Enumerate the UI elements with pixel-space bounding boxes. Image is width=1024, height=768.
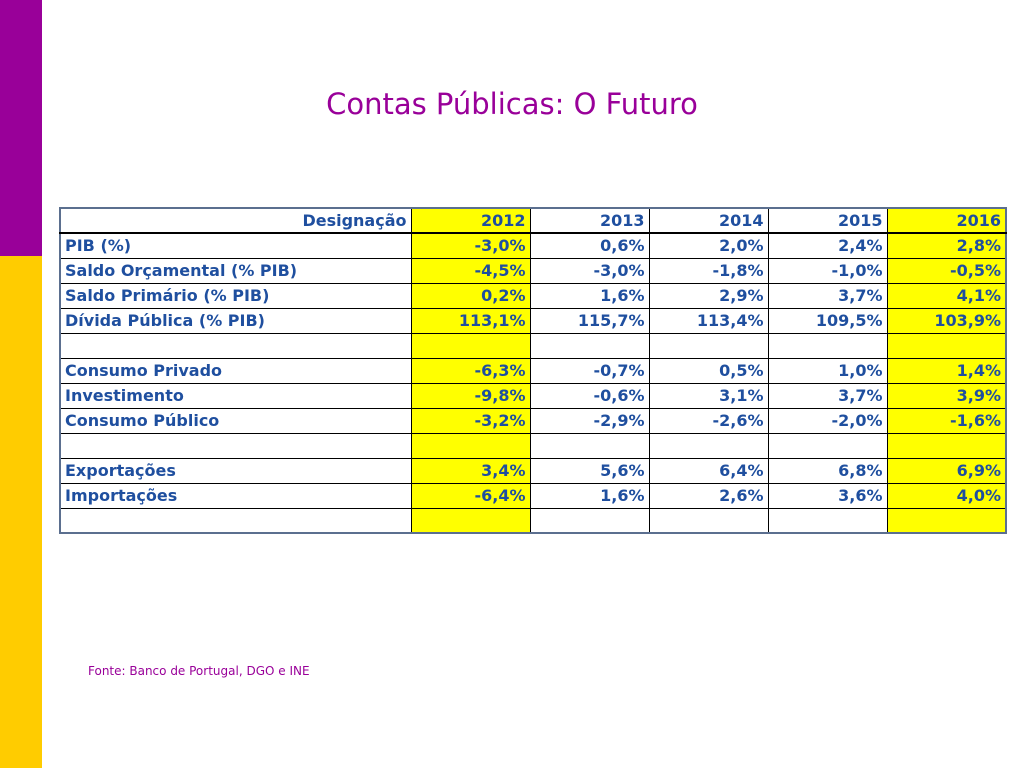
header-designacao: Designação (59, 207, 412, 234)
table-row: Consumo Privado -6,3% -0,7% 0,5% 1,0% 1,4% (59, 357, 1007, 384)
cell-value: -6,3% (410, 357, 531, 384)
cell-value: 1,6% (529, 482, 650, 509)
cell-value: -6,4% (410, 482, 531, 509)
header-year: 2014 (648, 207, 769, 234)
cell-value: 6,4% (648, 457, 769, 484)
cell-value: 2,9% (648, 282, 769, 309)
cell-value: -3,0% (529, 257, 650, 284)
cell-value: 3,7% (767, 282, 888, 309)
cell-value: -4,5% (410, 257, 531, 284)
cell-value: 2,8% (886, 232, 1007, 259)
row-label: Exportações (59, 457, 412, 484)
row-label: Consumo Privado (59, 357, 412, 384)
cell-value: 113,1% (410, 307, 531, 334)
table-row (59, 507, 1007, 534)
cell-value: 5,6% (529, 457, 650, 484)
table-row: Consumo Público -3,2% -2,9% -2,6% -2,0% -1,6% (59, 407, 1007, 434)
cell-value (410, 507, 531, 534)
cell-value: 0,5% (648, 357, 769, 384)
row-label (59, 432, 412, 459)
left-accent-bar-purple (0, 0, 42, 256)
cell-value: -2,9% (529, 407, 650, 434)
cell-value: -2,6% (648, 407, 769, 434)
cell-value: 1,4% (886, 357, 1007, 384)
source-note: Fonte: Banco de Portugal, DGO e INE (88, 664, 310, 678)
cell-value: 4,1% (886, 282, 1007, 309)
cell-value (886, 432, 1007, 459)
cell-value: 6,9% (886, 457, 1007, 484)
cell-value (886, 332, 1007, 359)
table-row: Investimento -9,8% -0,6% 3,1% 3,7% 3,9% (59, 382, 1007, 409)
cell-value: 1,6% (529, 282, 650, 309)
cell-value (648, 507, 769, 534)
row-label: Dívida Pública (% PIB) (59, 307, 412, 334)
row-label: Importações (59, 482, 412, 509)
table-header-row: Designação 2012 2013 2014 2015 2016 (59, 207, 1007, 234)
cell-value: -0,5% (886, 257, 1007, 284)
row-label (59, 332, 412, 359)
cell-value (648, 332, 769, 359)
cell-value: 103,9% (886, 307, 1007, 334)
cell-value (767, 432, 888, 459)
cell-value: -1,0% (767, 257, 888, 284)
cell-value: -2,0% (767, 407, 888, 434)
left-accent-bar-yellow (0, 256, 42, 768)
cell-value: 0,2% (410, 282, 531, 309)
cell-value: -3,0% (410, 232, 531, 259)
table-row (59, 432, 1007, 459)
cell-value (529, 332, 650, 359)
cell-value: 3,1% (648, 382, 769, 409)
cell-value: 2,4% (767, 232, 888, 259)
cell-value: 3,6% (767, 482, 888, 509)
public-accounts-table: Designação 2012 2013 2014 2015 2016 PIB (%) -3,… (59, 207, 1007, 534)
row-label: Investimento (59, 382, 412, 409)
cell-value: 113,4% (648, 307, 769, 334)
cell-value (410, 332, 531, 359)
table-row: Exportações 3,4% 5,6% 6,4% 6,8% 6,9% (59, 457, 1007, 484)
row-label (59, 507, 412, 534)
row-label: Saldo Primário (% PIB) (59, 282, 412, 309)
table-row (59, 332, 1007, 359)
cell-value: -1,8% (648, 257, 769, 284)
cell-value (529, 432, 650, 459)
slide-title: Contas Públicas: O Futuro (326, 87, 698, 121)
table-row: Saldo Orçamental (% PIB) -4,5% -3,0% -1,8% -… (59, 257, 1007, 284)
cell-value: 3,9% (886, 382, 1007, 409)
cell-value: 109,5% (767, 307, 888, 334)
cell-value: 1,0% (767, 357, 888, 384)
cell-value: -3,2% (410, 407, 531, 434)
cell-value: 3,4% (410, 457, 531, 484)
cell-value: 0,6% (529, 232, 650, 259)
cell-value (529, 507, 650, 534)
table-row: PIB (%) -3,0% 0,6% 2,0% 2,4% 2,8% (59, 232, 1007, 259)
table-row: Saldo Primário (% PIB) 0,2% 1,6% 2,9% 3,7% 4,… (59, 282, 1007, 309)
cell-value: 2,6% (648, 482, 769, 509)
cell-value: 2,0% (648, 232, 769, 259)
cell-value: 4,0% (886, 482, 1007, 509)
table-row: Importações -6,4% 1,6% 2,6% 3,6% 4,0% (59, 482, 1007, 509)
cell-value (648, 432, 769, 459)
table-row: Dívida Pública (% PIB) 113,1% 115,7% 113,4%… (59, 307, 1007, 334)
cell-value: 3,7% (767, 382, 888, 409)
row-label: Saldo Orçamental (% PIB) (59, 257, 412, 284)
cell-value: 6,8% (767, 457, 888, 484)
cell-value (767, 332, 888, 359)
cell-value: -1,6% (886, 407, 1007, 434)
header-year: 2015 (767, 207, 888, 234)
cell-value (410, 432, 531, 459)
cell-value: -0,6% (529, 382, 650, 409)
cell-value (767, 507, 888, 534)
cell-value (886, 507, 1007, 534)
data-table-container: Designação 2012 2013 2014 2015 2016 PIB (%) -3,… (59, 207, 1007, 534)
cell-value: 115,7% (529, 307, 650, 334)
row-label: Consumo Público (59, 407, 412, 434)
header-year: 2013 (529, 207, 650, 234)
row-label: PIB (%) (59, 232, 412, 259)
cell-value: -0,7% (529, 357, 650, 384)
header-year: 2016 (886, 207, 1007, 234)
header-year: 2012 (410, 207, 531, 234)
cell-value: -9,8% (410, 382, 531, 409)
